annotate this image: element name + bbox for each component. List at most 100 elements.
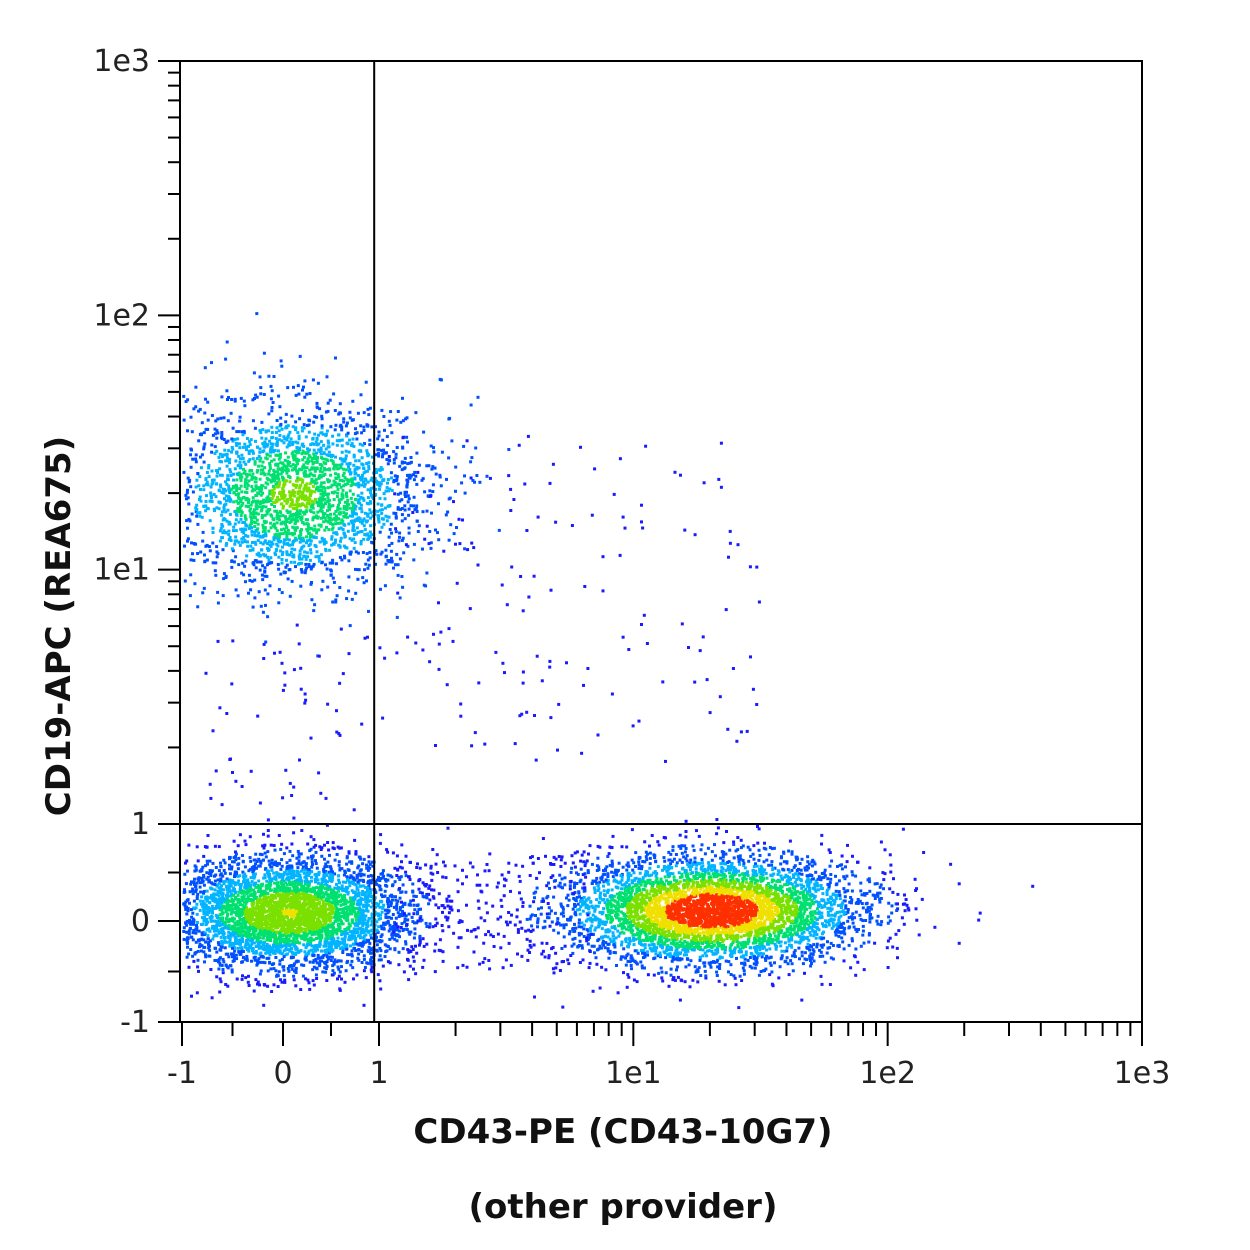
event-dot <box>299 537 303 541</box>
event-dot <box>213 432 217 436</box>
event-dot <box>395 933 399 937</box>
event-dot <box>277 491 281 495</box>
event-dot <box>352 942 356 946</box>
event-dot <box>233 437 237 441</box>
event-dot <box>258 502 262 505</box>
event-dot <box>257 531 261 535</box>
event-dot <box>183 579 187 583</box>
event-dot <box>428 884 432 888</box>
event-dot <box>314 481 317 485</box>
event-dot <box>245 475 249 479</box>
event-dot <box>243 839 247 843</box>
event-dot <box>301 480 305 484</box>
event-dot <box>211 531 215 534</box>
event-dot <box>259 493 263 497</box>
event-dot <box>225 456 229 460</box>
event-dot <box>346 431 350 435</box>
event-dot <box>377 430 381 434</box>
event-dot <box>342 479 346 483</box>
event-dot <box>184 493 188 497</box>
event-dot <box>244 504 248 508</box>
event-dot <box>256 961 260 965</box>
event-dot <box>248 469 252 472</box>
event-dot <box>356 873 360 877</box>
event-dot <box>287 969 291 973</box>
event-dot <box>346 498 350 502</box>
event-dot <box>309 835 313 839</box>
event-dot <box>485 863 489 866</box>
event-dot <box>234 539 237 543</box>
event-dot <box>260 484 264 488</box>
event-dot <box>241 903 245 907</box>
event-dot <box>421 894 425 898</box>
event-dot <box>396 506 400 510</box>
event-dot <box>424 921 428 925</box>
event-dot <box>205 889 209 893</box>
event-dot <box>303 904 307 908</box>
event-dot <box>247 931 251 935</box>
event-dot <box>241 430 244 434</box>
event-dot <box>270 406 274 409</box>
event-dot <box>287 474 291 478</box>
event-dot <box>398 499 402 503</box>
event-dot <box>285 558 288 562</box>
event-dot <box>310 909 314 913</box>
event-dot <box>227 533 231 536</box>
event-dot <box>263 472 267 476</box>
event-dot <box>299 584 303 588</box>
event-dot <box>356 411 360 415</box>
event-dot <box>305 527 309 531</box>
event-dot <box>298 549 302 553</box>
event-dot <box>390 559 394 563</box>
event-dot <box>390 531 393 535</box>
event-dot <box>326 880 329 884</box>
event-dot <box>289 934 293 938</box>
event-dot <box>327 445 331 449</box>
event-dot <box>364 914 368 918</box>
event-dot <box>296 441 300 445</box>
event-dot <box>439 484 443 488</box>
event-dot <box>251 904 255 908</box>
event-dot <box>243 521 247 524</box>
event-dot <box>318 469 322 473</box>
event-dot <box>280 427 284 431</box>
event-dot <box>236 893 240 897</box>
event-dot <box>398 531 402 535</box>
event-dot <box>294 947 298 951</box>
event-dot <box>228 889 232 893</box>
event-dot <box>380 467 384 471</box>
event-dot <box>222 858 226 862</box>
event-dot <box>304 953 308 957</box>
event-dot <box>296 462 300 466</box>
event-dot <box>310 598 314 602</box>
event-dot <box>295 460 299 464</box>
event-dot <box>196 552 200 555</box>
event-dot <box>296 514 300 517</box>
event-dot <box>208 948 212 952</box>
event-dot <box>337 543 341 547</box>
event-dot <box>437 502 440 506</box>
event-dot <box>219 483 222 487</box>
event-dot <box>425 464 429 468</box>
event-dot <box>250 477 254 481</box>
event-dot <box>250 475 254 479</box>
event-dot <box>279 472 283 476</box>
event-dot <box>211 481 215 485</box>
event-dot <box>202 586 206 590</box>
event-dot <box>230 559 234 563</box>
event-dot <box>195 902 199 906</box>
event-dot <box>321 512 325 515</box>
event-dot <box>379 587 382 591</box>
event-dot <box>247 928 250 932</box>
event-dot <box>285 445 289 449</box>
event-dot <box>273 509 277 513</box>
event-dot <box>397 963 401 967</box>
event-dot <box>186 398 190 402</box>
event-dot <box>353 469 357 473</box>
event-dot <box>418 866 422 870</box>
event-dot <box>280 906 284 910</box>
event-dot <box>433 970 437 974</box>
event-dot <box>350 538 354 542</box>
event-dot <box>347 450 351 454</box>
event-dot <box>301 861 305 865</box>
